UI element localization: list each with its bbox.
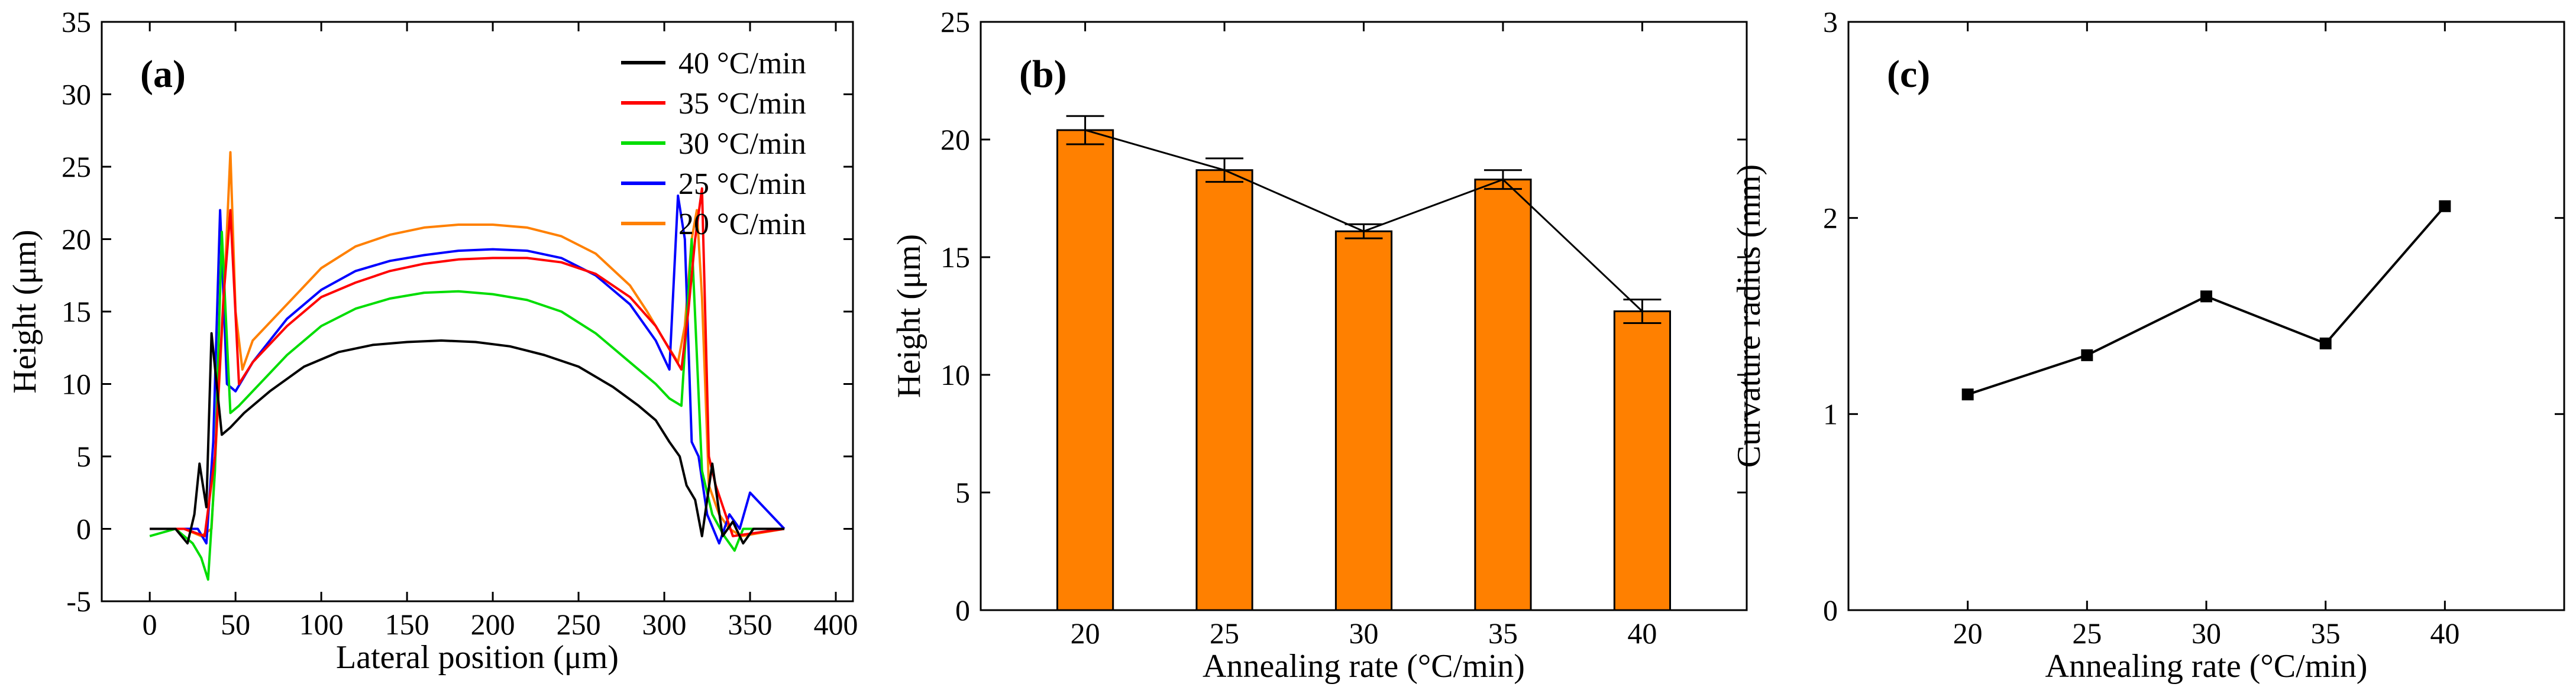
x-tick-label: 150 — [385, 608, 429, 641]
x-tick-label: 100 — [299, 608, 344, 641]
data-point-marker — [2439, 200, 2451, 212]
bar — [1056, 129, 1114, 611]
x-tick-label: 50 — [221, 608, 250, 641]
panel-label: (a) — [140, 53, 186, 96]
bar — [1334, 230, 1393, 611]
x-tick-label: 300 — [642, 608, 687, 641]
legend-label: 40 °C/min — [678, 47, 806, 80]
bar — [1195, 169, 1253, 611]
x-tick-label: 200 — [471, 608, 515, 641]
x-tick-label: 40 — [2430, 617, 2459, 650]
y-tick-label: 10 — [62, 368, 91, 401]
x-tick-label: 25 — [1210, 617, 1239, 650]
data-point-marker — [2081, 349, 2093, 361]
y-tick-label: 0 — [76, 513, 91, 546]
y-tick-label: 35 — [62, 5, 91, 38]
y-tick-label: 2 — [1823, 202, 1838, 235]
plot-frame — [1847, 21, 2565, 611]
y-tick-label: 0 — [1823, 594, 1838, 627]
series-line-40C — [150, 332, 784, 545]
y-tick-label: 20 — [940, 123, 970, 156]
x-tick-label: 250 — [557, 608, 601, 641]
y-tick-label: 25 — [940, 5, 970, 38]
y-tick-label: 20 — [62, 223, 91, 256]
y-tick-label: -5 — [66, 585, 91, 618]
x-tick-label: 35 — [1488, 617, 1518, 650]
bar — [1474, 179, 1532, 611]
panel-label: (b) — [1019, 53, 1067, 96]
y-tick-label: 15 — [62, 295, 91, 328]
legend-label: 25 °C/min — [678, 167, 806, 201]
x-tick-label: 40 — [1627, 617, 1657, 650]
y-tick-label: 5 — [76, 440, 91, 473]
y-tick-label: 30 — [62, 78, 91, 111]
y-tick-label: 15 — [940, 241, 970, 274]
data-point-marker — [2200, 290, 2212, 303]
y-tick-label: 10 — [940, 358, 970, 391]
x-tick-label: 35 — [2311, 617, 2341, 650]
x-tick-label: 350 — [728, 608, 773, 641]
x-tick-label: 20 — [1953, 617, 1983, 650]
series-line-20C — [150, 151, 785, 537]
series-line-30C — [149, 231, 784, 581]
x-tick-label: 0 — [143, 608, 157, 641]
y-tick-label: 5 — [955, 476, 970, 509]
y-tick-label: 25 — [62, 150, 91, 183]
x-tick-label: 30 — [2192, 617, 2221, 650]
y-tick-label: 1 — [1823, 397, 1838, 430]
x-axis-label: Lateral position (μm) — [336, 639, 619, 676]
data-point-marker — [2319, 337, 2332, 349]
y-axis-label: Height (μm) — [7, 229, 43, 393]
y-tick-label: 3 — [1823, 5, 1838, 38]
y-axis-label: Curvature radius (mm) — [1731, 164, 1767, 468]
x-tick-label: 25 — [2072, 617, 2102, 650]
x-tick-label: 30 — [1349, 617, 1379, 650]
data-point-marker — [1961, 388, 1974, 401]
y-axis-label: Height (μm) — [891, 234, 927, 398]
panel-b-bar-chart: 0 5 10 15 20 25 20 25 30 35 40 Annealing rate (°C/m… — [891, 5, 1748, 685]
x-tick-label: 400 — [814, 608, 858, 641]
x-axis-label: Annealing rate (°C/min) — [2045, 648, 2368, 685]
bar — [1613, 310, 1671, 611]
panel-label: (c) — [1887, 53, 1930, 96]
legend-label: 35 °C/min — [678, 87, 806, 121]
x-axis-label: Annealing rate (°C/min) — [1203, 648, 1525, 685]
legend-label: 20 °C/min — [678, 208, 806, 241]
x-tick-label: 20 — [1071, 617, 1100, 650]
y-tick-label: 0 — [955, 594, 970, 627]
panel-c-line-chart: 0 1 2 3 20 25 30 35 40 Annealing rate (°C/min) Cur… — [1731, 5, 2565, 685]
series-line-35C — [150, 187, 785, 537]
legend-label: 30 °C/min — [678, 127, 806, 161]
